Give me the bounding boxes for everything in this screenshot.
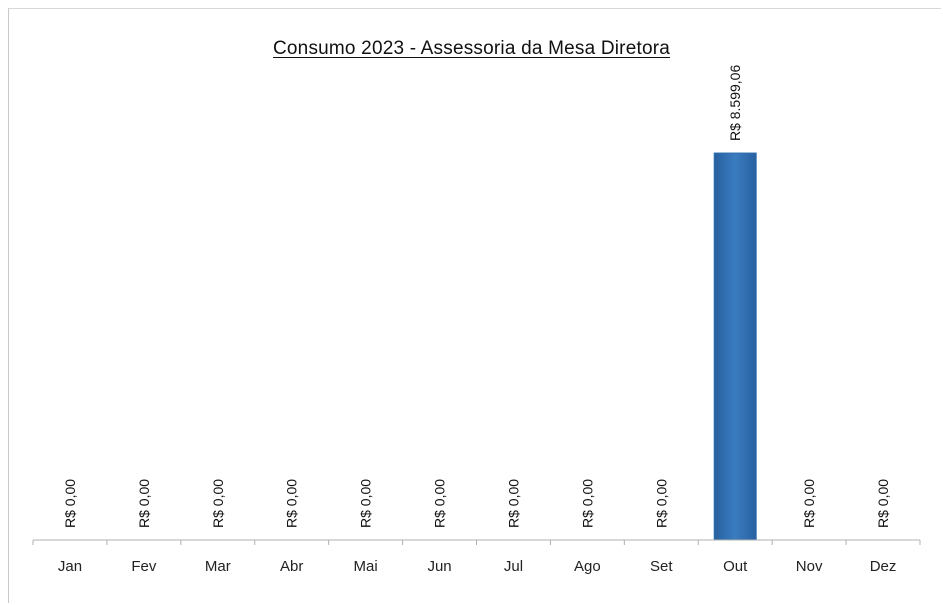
x-tick-label-dez: Dez — [870, 558, 897, 575]
x-tick-label-set: Set — [650, 558, 673, 575]
bar-out — [713, 152, 757, 541]
data-label-dez: R$ 0,00 — [875, 479, 891, 528]
data-label-abr: R$ 0,00 — [284, 479, 300, 528]
x-tick-label-mai: Mai — [354, 558, 378, 575]
chart-title: Consumo 2023 - Assessoria da Mesa Direto… — [272, 38, 671, 59]
x-tick-label-nov: Nov — [796, 558, 823, 575]
x-tick-label-fev: Fev — [131, 558, 157, 575]
data-label-fev: R$ 0,00 — [136, 479, 152, 528]
x-tick-label-jan: Jan — [58, 558, 82, 575]
x-tick-label-abr: Abr — [280, 558, 303, 575]
x-axis — [32, 539, 921, 545]
data-label-mar: R$ 0,00 — [210, 479, 226, 528]
bars-layer — [713, 152, 757, 541]
data-label-mai: R$ 0,00 — [358, 479, 374, 528]
x-tick-label-ago: Ago — [574, 558, 601, 575]
tick-labels-layer: Jan Fev Mar Abr Mai Jun Jul Ago Set Out Nov Dez — [58, 558, 897, 575]
data-label-out: R$ 8.599,06 — [727, 65, 743, 141]
x-tick-label-jun: Jun — [427, 558, 451, 575]
data-label-ago: R$ 0,00 — [579, 479, 595, 528]
data-label-nov: R$ 0,00 — [801, 479, 817, 528]
data-label-jun: R$ 0,00 — [432, 479, 448, 528]
data-label-jul: R$ 0,00 — [505, 479, 521, 528]
data-labels-layer: R$ 0,00 R$ 0,00 R$ 0,00 R$ 0,00 R$ 0,00 R$ 0,… — [62, 65, 891, 528]
data-label-set: R$ 0,00 — [653, 479, 669, 528]
x-tick-label-out: Out — [723, 558, 748, 575]
x-tick-label-mar: Mar — [205, 558, 231, 575]
chart-frame — [8, 8, 941, 603]
x-tick-label-jul: Jul — [504, 558, 523, 575]
data-label-jan: R$ 0,00 — [62, 479, 78, 528]
